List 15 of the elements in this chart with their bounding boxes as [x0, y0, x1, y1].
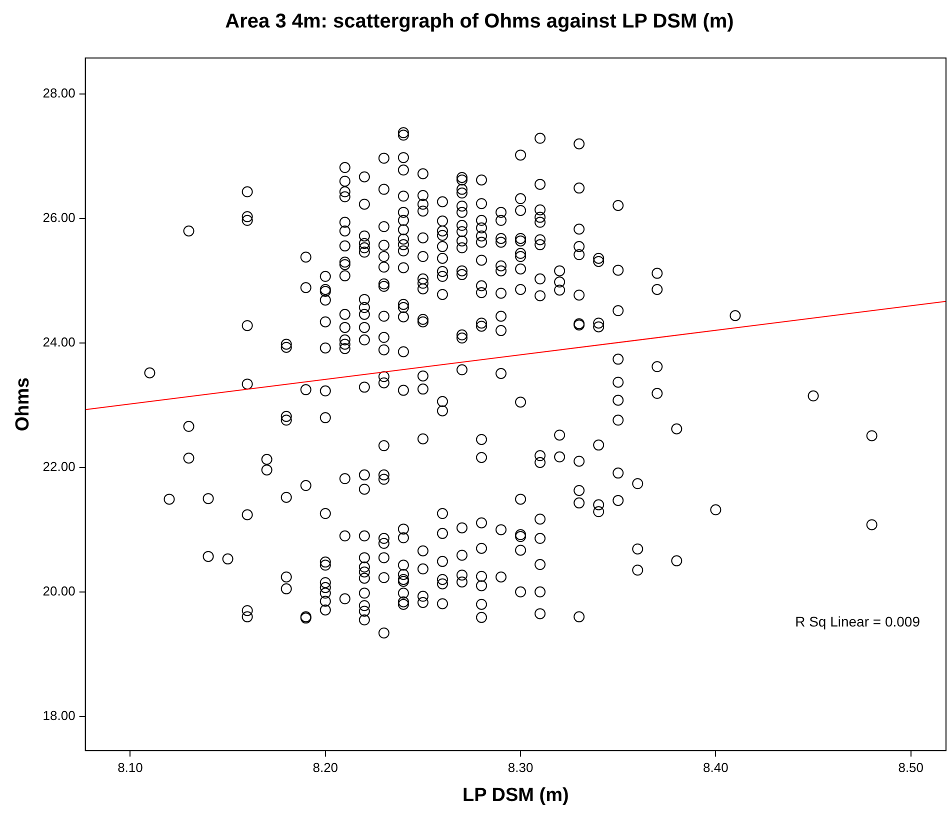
x-axis-title: LP DSM (m): [462, 784, 569, 806]
annotation: R Sq Linear = 0.009: [795, 613, 920, 630]
x-tick-label: 8.30: [508, 760, 534, 775]
y-tick-label: 26.00: [42, 210, 76, 226]
x-tick-label: 8.10: [118, 760, 143, 775]
y-tick-label: 22.00: [42, 459, 76, 474]
x-tick-label: 8.50: [898, 760, 924, 775]
y-tick-label: 24.00: [42, 334, 76, 350]
y-axis-title: Ohms: [12, 377, 34, 432]
chart-title: Area 3 4m: scattergraph of Ohms against LP DSM (m): [225, 10, 734, 33]
y-tick-label: 18.00: [42, 708, 76, 723]
x-tick-label: 8.40: [703, 760, 728, 775]
y-tick-label: 20.00: [42, 583, 76, 598]
x-tick-label: 8.20: [312, 760, 338, 775]
y-tick-label: 28.00: [42, 86, 76, 101]
